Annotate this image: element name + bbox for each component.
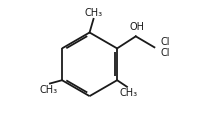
Text: Cl: Cl [161,37,170,47]
Text: CH₃: CH₃ [85,8,103,18]
Text: Cl: Cl [161,48,170,58]
Text: CH₃: CH₃ [39,85,57,95]
Text: CH₃: CH₃ [119,88,137,98]
Text: OH: OH [129,22,144,32]
